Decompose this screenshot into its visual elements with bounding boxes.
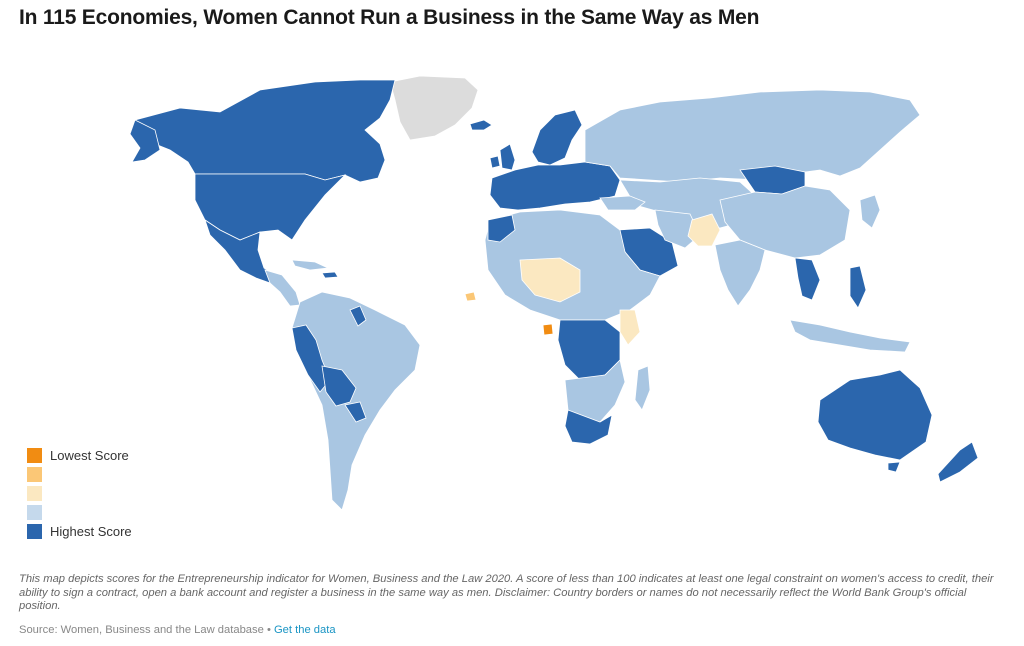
guinea xyxy=(464,291,477,302)
bolivia xyxy=(321,365,357,407)
indonesia xyxy=(789,319,911,353)
africa-north xyxy=(484,209,661,321)
tasmania xyxy=(887,461,901,473)
iran xyxy=(654,209,701,249)
source-text: Source: Women, Business and the Law data… xyxy=(19,624,264,636)
legend-swatch-lowest xyxy=(27,448,42,463)
south-africa xyxy=(564,409,613,445)
map-title: In 115 Economies, Women Cannot Run a Bus… xyxy=(19,6,760,29)
central-america xyxy=(264,269,301,307)
get-data-link[interactable]: Get the data xyxy=(273,624,336,636)
indochina xyxy=(794,257,821,301)
scandinavia xyxy=(531,109,583,166)
legend-swatch xyxy=(27,486,42,501)
india xyxy=(714,239,766,307)
canada xyxy=(134,79,396,183)
legend-swatch xyxy=(27,505,42,520)
guyana-suriname xyxy=(349,305,367,327)
iceland xyxy=(469,119,493,131)
south-america xyxy=(291,291,421,511)
western-europe xyxy=(489,161,621,211)
turkey xyxy=(599,195,646,211)
legend-swatch-highest xyxy=(27,524,42,539)
world-map xyxy=(129,75,979,511)
legend-label: Lowest Score xyxy=(50,448,129,463)
paraguay xyxy=(344,401,367,423)
hispaniola xyxy=(321,271,339,279)
russia xyxy=(584,89,921,183)
united-kingdom xyxy=(499,143,516,171)
cuba xyxy=(291,259,330,271)
legend-item xyxy=(27,503,132,522)
map-note: This map depicts scores for the Entrepre… xyxy=(19,573,994,612)
legend: Lowest Score Highest Score xyxy=(27,446,132,541)
ireland xyxy=(489,155,501,169)
east-africa xyxy=(619,309,641,346)
japan-korea xyxy=(859,194,881,229)
morocco xyxy=(487,214,516,243)
legend-item: Lowest Score xyxy=(27,446,132,465)
greenland xyxy=(389,75,479,141)
legend-item: Highest Score xyxy=(27,522,132,541)
australia xyxy=(817,369,933,461)
alaska xyxy=(129,119,161,163)
legend-item xyxy=(27,465,132,484)
legend-item xyxy=(27,484,132,503)
philippines xyxy=(849,265,867,309)
source-line: Source: Women, Business and the Law data… xyxy=(19,624,336,636)
legend-label: Highest Score xyxy=(50,524,132,539)
source-separator: • xyxy=(266,624,271,636)
new-zealand xyxy=(937,441,979,483)
madagascar xyxy=(634,365,651,411)
gabon xyxy=(542,323,554,336)
sahel-mid xyxy=(519,257,581,303)
pakistan xyxy=(687,213,721,247)
legend-swatch xyxy=(27,467,42,482)
